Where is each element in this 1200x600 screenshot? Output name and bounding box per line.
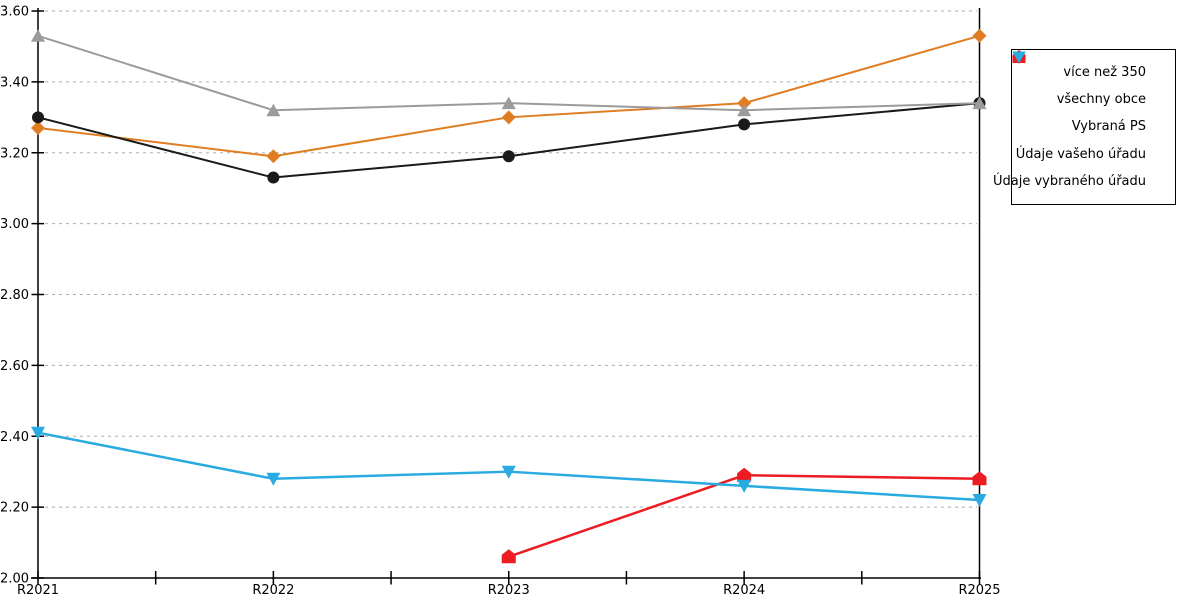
- y-tick-label: 3.00: [0, 217, 29, 232]
- data-point-vsechny-obce-R2024: [738, 118, 751, 131]
- x-tick-label: R2022: [252, 583, 294, 598]
- diamond-marker-icon: [1012, 50, 1167, 80]
- legend-label: Údaje vašeho úřadu: [1015, 146, 1146, 162]
- y-tick-label: 2.40: [0, 430, 29, 445]
- data-point-vsechny-obce-R2022: [267, 171, 280, 184]
- y-tick-label: 2.80: [0, 288, 29, 303]
- pentagon-marker-icon: [1012, 50, 1167, 161]
- legend: více než 350 všechny obce Vybraná PS Úda…: [993, 49, 1176, 205]
- circle-marker-icon: [1013, 51, 1167, 107]
- x-tick-label: R2021: [17, 583, 59, 598]
- y-tick-label: 2.00: [0, 572, 29, 587]
- legend-label: více než 350: [1063, 65, 1146, 81]
- triangle-up-marker-icon: [1012, 50, 1167, 134]
- series-line-vice-nez-350: [37, 34, 981, 158]
- legend-item: Údaje vybraného úřadu: [993, 51, 1167, 189]
- x-axis-ticks: R2021 R2022 R2023 R2024 R2025: [17, 571, 1001, 598]
- y-axis-ticks: 2.00 2.20 2.40 2.60 2.80 3.00 3.20 3.40 3.60: [0, 5, 44, 587]
- y-gridlines: [38, 10, 977, 508]
- x-tick-label: R2024: [723, 583, 765, 598]
- data-point-udaje-vybraneho-uradu-R2024: [737, 479, 752, 493]
- legend-item: všechny obce: [1013, 51, 1167, 108]
- data-point-vybrana-ps-R2022: [266, 103, 281, 117]
- data-point-udaje-vaseho-uradu-R2025: [972, 471, 987, 486]
- legend-label: Údaje vybraného úřadu: [992, 173, 1146, 189]
- data-point-udaje-vybraneho-uradu-R2025: [972, 494, 987, 508]
- y-tick-label: 3.60: [0, 5, 29, 20]
- series-udaje-vaseho-uradu: [501, 467, 987, 564]
- data-point-vice-nez-350-R2023: [501, 110, 516, 125]
- data-point-vybrana-ps-R2023: [501, 96, 516, 110]
- data-point-udaje-vaseho-uradu-R2024: [737, 467, 752, 482]
- series-udaje-vybraneho-uradu: [31, 426, 987, 508]
- data-point-vice-nez-350-R2024: [737, 96, 752, 111]
- data-point-udaje-vaseho-uradu-R2023: [501, 549, 516, 564]
- y-tick-label: 2.20: [0, 501, 29, 516]
- series-vybrana-ps: [31, 29, 987, 117]
- data-point-vsechny-obce-R2021: [32, 111, 44, 124]
- series-vice-nez-350: [31, 28, 987, 164]
- data-point-vice-nez-350-R2025: [972, 28, 987, 43]
- legend-item: Vybraná PS: [1012, 50, 1167, 135]
- data-point-udaje-vybraneho-uradu-R2023: [501, 465, 516, 479]
- x-tick-label: R2023: [488, 583, 530, 598]
- data-point-vybrana-ps-R2021: [31, 29, 45, 42]
- y-tick-label: 2.60: [0, 359, 29, 374]
- data-point-vybrana-ps-R2024: [737, 103, 752, 117]
- x-tick-label: R2025: [958, 583, 1000, 598]
- y-tick-label: 3.40: [0, 75, 29, 90]
- legend-label: všechny obce: [1056, 92, 1146, 108]
- legend-item: více než 350: [1012, 50, 1167, 81]
- y-tick-label: 3.20: [0, 146, 29, 161]
- data-point-udaje-vybraneho-uradu-R2021: [31, 426, 45, 440]
- data-point-vice-nez-350-R2021: [31, 120, 45, 135]
- series-vsechny-obce: [32, 97, 986, 184]
- data-point-vice-nez-350-R2022: [266, 149, 281, 164]
- data-point-udaje-vybraneho-uradu-R2022: [266, 472, 281, 486]
- legend-item: Údaje vašeho úřadu: [1012, 50, 1167, 162]
- triangle-down-marker-icon: [1012, 51, 1167, 188]
- data-point-vsechny-obce-R2023: [502, 150, 515, 163]
- legend-label: Vybraná PS: [1071, 119, 1146, 135]
- data-point-vybrana-ps-R2025: [972, 96, 987, 110]
